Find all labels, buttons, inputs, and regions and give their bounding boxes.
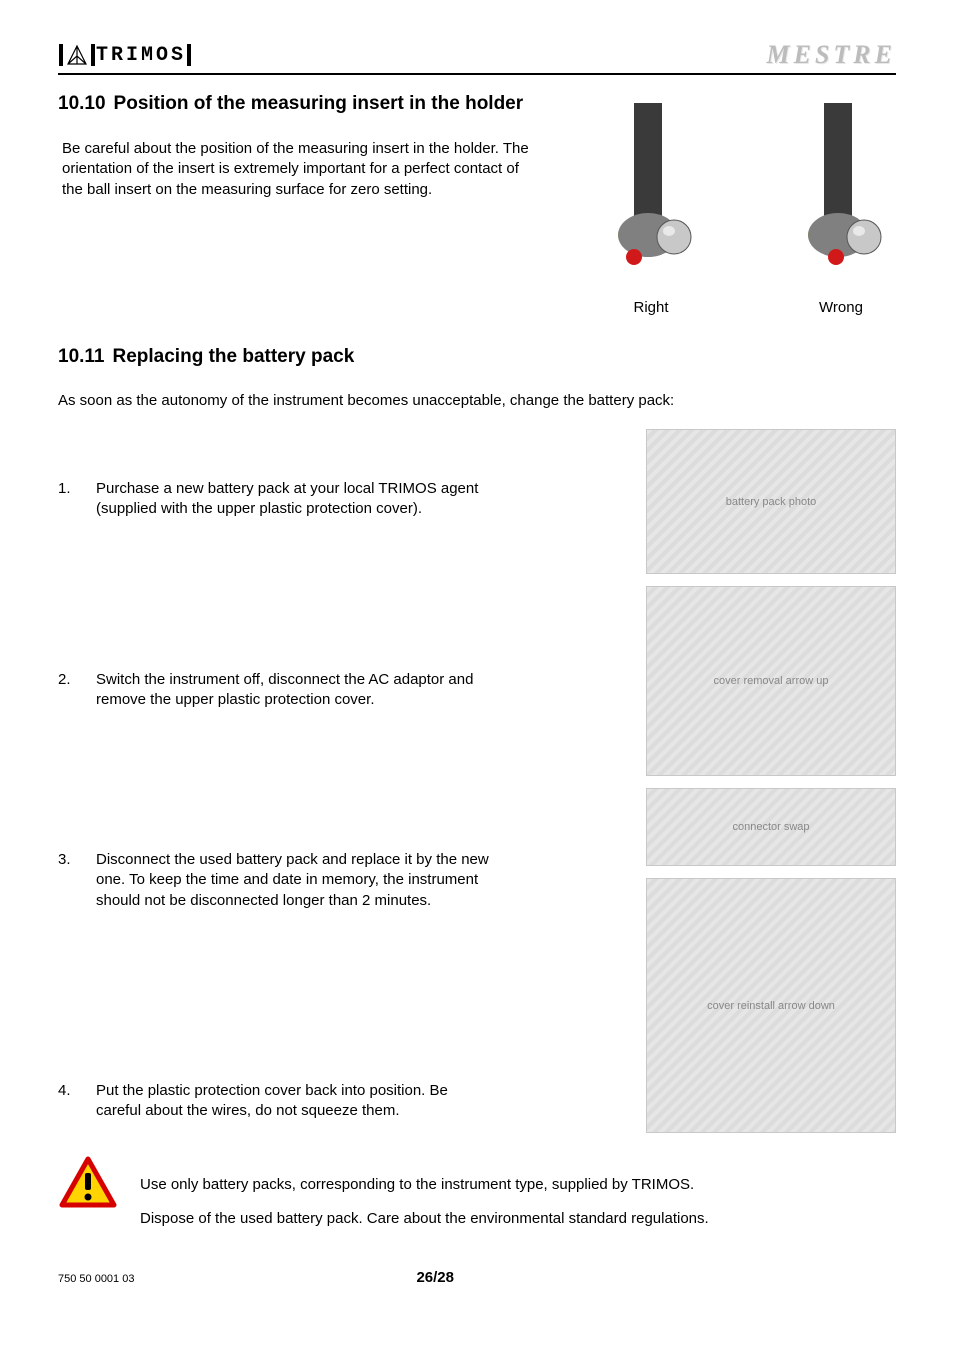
- warning-triangle-icon: [58, 1155, 118, 1211]
- logo-bar-icon: [59, 44, 63, 66]
- figure-placeholder: connector swap: [646, 788, 896, 866]
- heading-title: Position of the measuring insert in the …: [114, 93, 524, 115]
- trimos-logo: TRIMOS: [58, 44, 192, 67]
- step-item: 4. Put the plastic protection cover back …: [58, 1081, 626, 1122]
- step-item: 3. Disconnect the used battery pack and r…: [58, 850, 626, 911]
- section-10-10-heading: 10.10 Position of the measuring insert i…: [58, 93, 576, 115]
- figure-placeholder: battery pack photo: [646, 429, 896, 574]
- insert-wrong-icon: [786, 103, 896, 293]
- figure-placeholder: cover reinstall arrow down: [646, 878, 896, 1133]
- step-number: 2.: [58, 670, 82, 690]
- step-number: 1.: [58, 479, 82, 499]
- step-text: Purchase a new battery pack at your loca…: [96, 479, 496, 520]
- page-number: 26/28: [416, 1269, 454, 1286]
- section-10-11-intro: As soon as the autonomy of the instrumen…: [58, 392, 896, 409]
- section-10-10: 10.10 Position of the measuring insert i…: [58, 93, 896, 316]
- logo-bar-icon: [187, 44, 191, 66]
- logo-pyramid-icon: [66, 44, 88, 66]
- logo-bar-icon: [91, 44, 95, 66]
- step-text: Switch the instrument off, disconnect th…: [96, 670, 496, 711]
- figure-placeholder: cover removal arrow up: [646, 586, 896, 776]
- section-10-11: 10.11 Replacing the battery pack As soon…: [58, 346, 896, 1241]
- step-number: 4.: [58, 1081, 82, 1101]
- heading-number: 10.11: [58, 346, 105, 368]
- warning-line-1: Use only battery packs, corresponding to…: [140, 1173, 709, 1197]
- document-number: 750 50 0001 03: [58, 1273, 134, 1285]
- figure-label-right: Right: [633, 299, 668, 316]
- step-item: 1. Purchase a new battery pack at your lo…: [58, 479, 626, 520]
- steps-column: 1. Purchase a new battery pack at your lo…: [58, 429, 626, 1145]
- insert-figure-wrong: Wrong: [786, 103, 896, 316]
- warning-block: Use only battery packs, corresponding to…: [58, 1155, 896, 1241]
- figures-column: battery pack photocover removal arrow up…: [646, 429, 896, 1145]
- section-10-11-heading: 10.11 Replacing the battery pack: [58, 346, 896, 368]
- warning-line-2: Dispose of the used battery pack. Care a…: [140, 1207, 709, 1231]
- insert-figure-right: Right: [596, 103, 706, 316]
- page-header: TRIMOS MESTRE: [58, 40, 896, 75]
- step-text: Put the plastic protection cover back in…: [96, 1081, 496, 1122]
- trimos-logo-text: TRIMOS: [96, 44, 186, 67]
- figure-label-wrong: Wrong: [819, 299, 863, 316]
- mestre-logo-text: MESTRE: [767, 40, 897, 70]
- section-10-10-paragraph: Be careful about the position of the mea…: [62, 139, 532, 200]
- heading-number: 10.10: [58, 93, 106, 115]
- insert-right-icon: [596, 103, 706, 293]
- step-number: 3.: [58, 850, 82, 870]
- page-footer: 750 50 0001 03 26/28: [58, 1269, 896, 1286]
- heading-title: Replacing the battery pack: [113, 346, 355, 368]
- step-item: 2. Switch the instrument off, disconnect …: [58, 670, 626, 711]
- step-text: Disconnect the used battery pack and rep…: [96, 850, 496, 911]
